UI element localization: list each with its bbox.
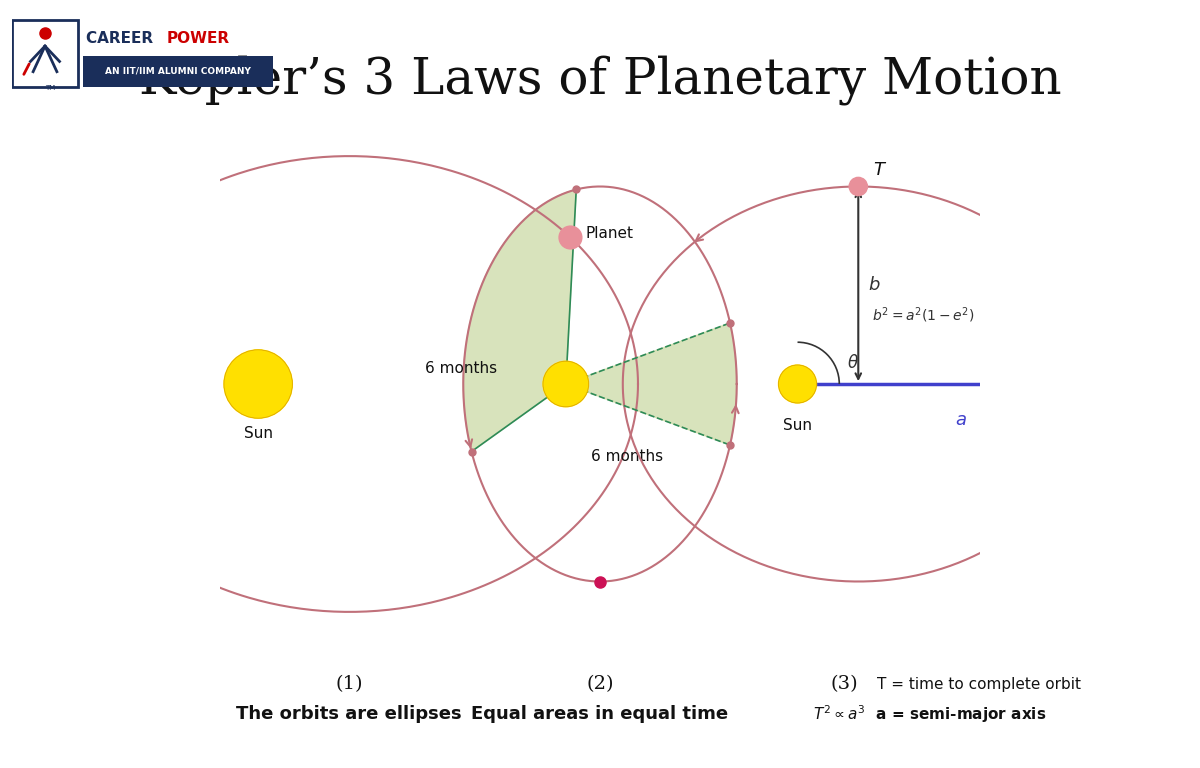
Text: (3): (3) <box>830 675 858 693</box>
Text: AN IIT/IIM ALUMNI COMPANY: AN IIT/IIM ALUMNI COMPANY <box>106 67 251 76</box>
Text: 6 months: 6 months <box>425 361 498 376</box>
Circle shape <box>850 177 868 196</box>
Text: T = time to complete orbit: T = time to complete orbit <box>877 677 1081 691</box>
Text: T: T <box>874 161 884 179</box>
FancyArrowPatch shape <box>24 64 29 74</box>
Text: The orbits are ellipses: The orbits are ellipses <box>236 706 462 723</box>
Text: $\theta$: $\theta$ <box>847 354 859 372</box>
Text: CAREER: CAREER <box>86 31 158 46</box>
Polygon shape <box>463 190 576 452</box>
Text: 6 months: 6 months <box>590 449 662 464</box>
Text: Sun: Sun <box>244 425 272 441</box>
Text: TM: TM <box>46 85 55 91</box>
Text: Sun: Sun <box>784 419 812 433</box>
Circle shape <box>559 226 582 249</box>
Circle shape <box>544 361 589 407</box>
Text: $b^2 = a^2(1 - e^2)$: $b^2 = a^2(1 - e^2)$ <box>872 306 974 326</box>
Text: Kepler’s 3 Laws of Planetary Motion: Kepler’s 3 Laws of Planetary Motion <box>139 55 1061 105</box>
Text: $T^2 \propto a^3$  a = semi-major axis: $T^2 \propto a^3$ a = semi-major axis <box>812 703 1046 725</box>
Circle shape <box>779 365 816 403</box>
Text: Planet: Planet <box>586 227 634 241</box>
FancyBboxPatch shape <box>12 21 78 87</box>
Text: b: b <box>868 276 880 294</box>
Text: a: a <box>955 411 966 429</box>
Polygon shape <box>566 323 737 445</box>
FancyBboxPatch shape <box>83 56 274 87</box>
Text: (1): (1) <box>336 675 364 693</box>
Text: POWER: POWER <box>167 31 229 46</box>
Circle shape <box>224 349 293 419</box>
Text: Equal areas in equal time: Equal areas in equal time <box>472 706 728 723</box>
Text: (2): (2) <box>587 675 613 693</box>
